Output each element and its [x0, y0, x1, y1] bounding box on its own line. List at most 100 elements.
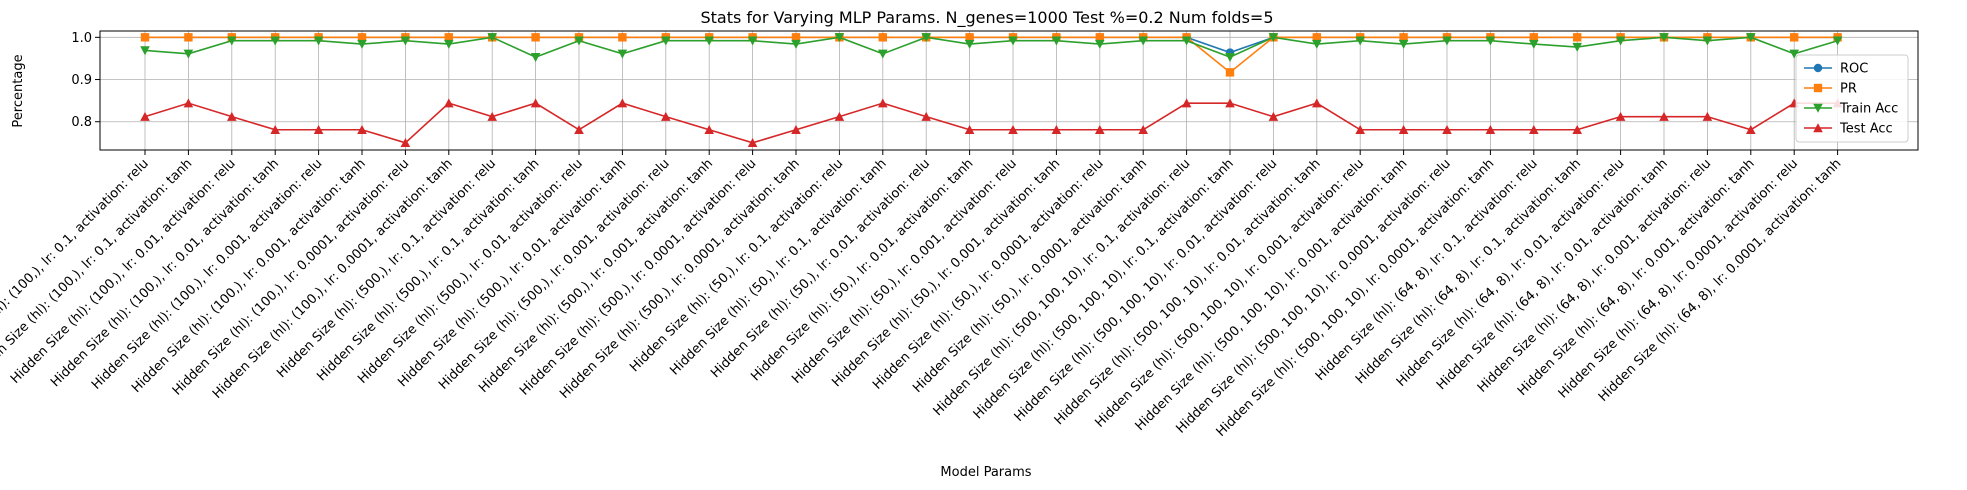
- data-point-test-acc: [1398, 124, 1409, 134]
- data-point-train-acc: [1442, 36, 1452, 46]
- data-point-test-acc: [1659, 111, 1669, 121]
- data-point-test-acc: [444, 98, 454, 108]
- plot-frame: [99, 30, 1919, 151]
- data-point-train-acc: [1138, 36, 1148, 46]
- data-point-test-acc: [747, 138, 758, 148]
- data-point-train-acc: [357, 39, 367, 49]
- data-point-train-acc: [1615, 36, 1626, 46]
- legend: ROC PR Train Acc Test Acc: [1795, 54, 1909, 143]
- data-point-train-acc: [921, 33, 931, 43]
- data-point-test-acc: [1181, 98, 1192, 108]
- data-point-test-acc: [1051, 124, 1062, 134]
- data-point-train-acc: [1095, 39, 1105, 49]
- data-point-test-acc: [1095, 124, 1105, 134]
- legend-label: Test Acc: [1839, 122, 1893, 137]
- data-point-train-acc: [617, 49, 628, 59]
- data-point-train-acc: [1225, 52, 1235, 62]
- data-point-test-acc: [617, 98, 628, 108]
- data-point-pr: [357, 33, 367, 42]
- series-test-acc: [140, 98, 1843, 148]
- data-point-test-acc: [661, 111, 671, 121]
- legend-marker: [1813, 103, 1823, 113]
- data-point-test-acc: [1008, 124, 1018, 134]
- data-point-pr: [531, 33, 540, 42]
- data-point-train-acc: [140, 46, 150, 56]
- legend-label: PR: [1840, 82, 1857, 97]
- data-point-train-acc: [1832, 36, 1843, 46]
- data-point-train-acc: [270, 36, 280, 46]
- data-point-pr: [1095, 33, 1104, 42]
- data-point-train-acc: [1398, 39, 1409, 49]
- y-axis: 0.8 0.9 1.0: [71, 31, 100, 130]
- data-point-train-acc: [227, 36, 237, 46]
- data-point-pr: [1312, 33, 1321, 42]
- series-line-pr: [145, 36, 1838, 74]
- data-point-train-acc: [1008, 36, 1018, 46]
- series-train-acc: [140, 33, 1843, 62]
- data-point-test-acc: [1442, 124, 1452, 134]
- legend-marker: [1813, 123, 1823, 133]
- chart-title: Stats for Varying MLP Params. N_genes=10…: [700, 8, 1273, 28]
- series-line-test-acc: [144, 102, 1838, 144]
- data-point-train-acc: [1268, 33, 1279, 43]
- data-point-test-acc: [1355, 124, 1365, 134]
- data-point-train-acc: [1312, 39, 1322, 49]
- data-point-train-acc: [1485, 36, 1496, 46]
- data-point-train-acc: [1659, 33, 1669, 43]
- y-tick-label: 0.9: [71, 73, 92, 88]
- data-point-train-acc: [183, 49, 194, 59]
- data-point-test-acc: [530, 98, 541, 108]
- data-point-test-acc: [400, 138, 411, 148]
- data-point-test-acc: [1529, 124, 1539, 134]
- data-point-test-acc: [1268, 111, 1279, 121]
- data-point-train-acc: [1746, 33, 1756, 43]
- data-point-train-acc: [400, 36, 411, 46]
- data-point-train-acc: [1789, 49, 1799, 59]
- data-point-train-acc: [878, 49, 888, 59]
- data-point-test-acc: [357, 124, 367, 134]
- data-point-train-acc: [487, 33, 497, 43]
- legend-label: Train Acc: [1839, 102, 1898, 117]
- data-point-train-acc: [964, 39, 975, 49]
- legend-box: [1795, 54, 1909, 143]
- data-point-pr: [965, 33, 974, 42]
- data-point-train-acc: [1572, 42, 1582, 52]
- data-point-test-acc: [1746, 124, 1756, 134]
- data-point-test-acc: [1572, 124, 1582, 134]
- data-point-train-acc: [704, 36, 714, 46]
- legend-item-pr: PR: [1804, 82, 1857, 97]
- data-point-test-acc: [791, 124, 801, 134]
- data-point-pr: [878, 33, 887, 42]
- data-point-train-acc: [530, 52, 541, 62]
- data-point-test-acc: [921, 111, 931, 121]
- data-point-test-acc: [1138, 124, 1148, 134]
- data-point-test-acc: [183, 98, 194, 108]
- data-point-train-acc: [1702, 36, 1713, 46]
- data-point-pr: [618, 33, 627, 42]
- data-point-train-acc: [1355, 36, 1365, 46]
- data-point-test-acc: [313, 124, 324, 134]
- data-point-test-acc: [1615, 111, 1626, 121]
- data-point-train-acc: [661, 36, 671, 46]
- legend-item-roc: ROC: [1804, 62, 1868, 77]
- data-point-test-acc: [878, 98, 888, 108]
- data-point-train-acc: [1181, 36, 1192, 46]
- legend-item-train-acc: Train Acc: [1804, 102, 1898, 117]
- legend-marker: [1813, 83, 1823, 93]
- data-point-pr: [140, 33, 150, 42]
- series-line-train-acc: [144, 36, 1838, 59]
- data-point-test-acc: [574, 124, 584, 134]
- data-point-test-acc: [227, 111, 237, 121]
- data-point-pr: [1399, 33, 1408, 42]
- data-point-pr: [791, 33, 801, 42]
- data-point-train-acc: [444, 39, 454, 49]
- data-point-pr: [1225, 68, 1235, 77]
- data-point-test-acc: [834, 111, 845, 121]
- data-point-train-acc: [313, 36, 324, 46]
- data-point-pr: [1573, 33, 1582, 42]
- data-point-test-acc: [704, 124, 714, 134]
- data-point-pr: [1790, 33, 1799, 42]
- data-point-train-acc: [1051, 36, 1062, 46]
